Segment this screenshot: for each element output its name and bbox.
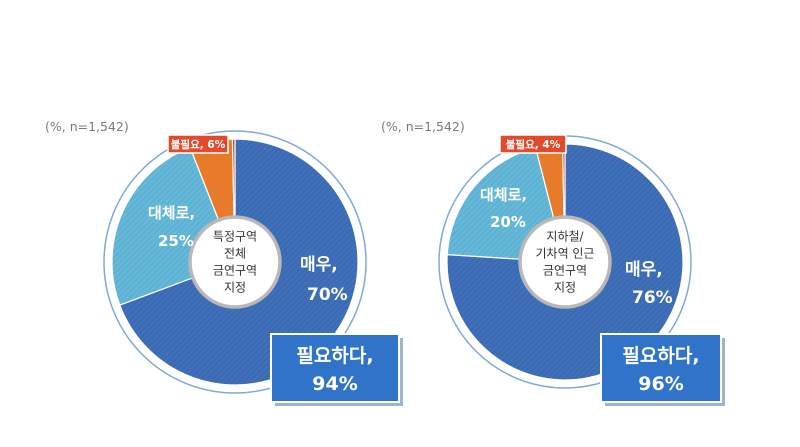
slice-somewhat-value: 20% [490,213,526,231]
center-label-line: 특정구역 [213,230,257,244]
unnecessary-callout-box [499,134,567,154]
center-label-line: 전체 [224,247,246,261]
center-circle [188,215,282,309]
slice-very-label: 매우, [300,255,338,275]
center-label-line: 지정 [224,281,246,295]
center-label-line: 지하철/ [546,230,584,244]
center-label-line: 금연구역 [543,264,587,278]
summary-box [270,333,400,403]
center-circle [518,215,612,309]
center-label-line: 기차역 인근 [535,247,594,261]
slice-very-value: 76% [632,288,673,308]
center-label-line: 금연구역 [213,264,257,278]
unnecessary-callout-box [167,134,229,154]
slice-very-label: 매우, [625,260,663,280]
slice-very-value: 70% [307,285,348,305]
slice-somewhat-label: 대체로, [148,204,195,222]
outer-ring [103,130,367,394]
slice-somewhat-value: 25% [158,232,194,250]
summary-value: 94% [312,373,357,395]
summary-box [600,333,722,403]
summary-value: 96% [638,373,683,395]
sample-note: (%, n=1,542) [45,119,129,134]
summary-label: 필요하다, [296,345,373,367]
sample-note: (%, n=1,542) [381,119,465,134]
unnecessary-callout-label: 불필요, 6% [171,138,226,151]
unnecessary-callout-label: 불필요, 4% [506,138,561,151]
slice-somewhat-label: 대체로, [480,186,527,204]
summary-label: 필요하다, [622,345,699,367]
center-label-line: 지정 [554,281,576,295]
